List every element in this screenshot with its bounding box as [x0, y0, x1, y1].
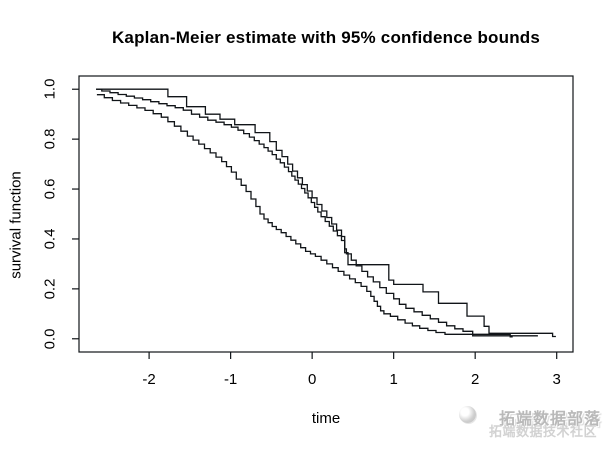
curve-upper-95-confidence-bound: [96, 88, 556, 338]
curve-lower-95-confidence-bound: [96, 94, 513, 338]
x-tick-label: 0: [307, 371, 317, 388]
y-tick-label: 0.0: [41, 328, 59, 350]
x-tick-label: -2: [142, 371, 156, 388]
x-tick-label: 2: [471, 371, 480, 388]
y-axis-label: survival function: [7, 171, 25, 279]
curve-km-estimate: [96, 88, 538, 337]
y-tick-label: 0.4: [41, 228, 59, 250]
y-tick-label: 0.8: [41, 128, 59, 150]
x-axis-label: time: [311, 410, 341, 427]
plot-border: [78, 75, 574, 353]
y-tick-label: 0.2: [41, 278, 59, 300]
y-tick-label: 0.6: [41, 178, 59, 200]
y-tick-label: 1.0: [41, 78, 59, 100]
x-axis-tick-labels: -2 -1 0 1 2 3: [0, 371, 611, 391]
x-tick-label: 3: [552, 371, 561, 388]
chart-title: Kaplan-Meier estimate with 95% confidenc…: [111, 28, 541, 47]
x-tick-label: 1: [389, 371, 398, 388]
axis-ticks: [72, 88, 558, 359]
survival-curves: [96, 88, 556, 338]
x-tick-label: -1: [223, 371, 238, 388]
